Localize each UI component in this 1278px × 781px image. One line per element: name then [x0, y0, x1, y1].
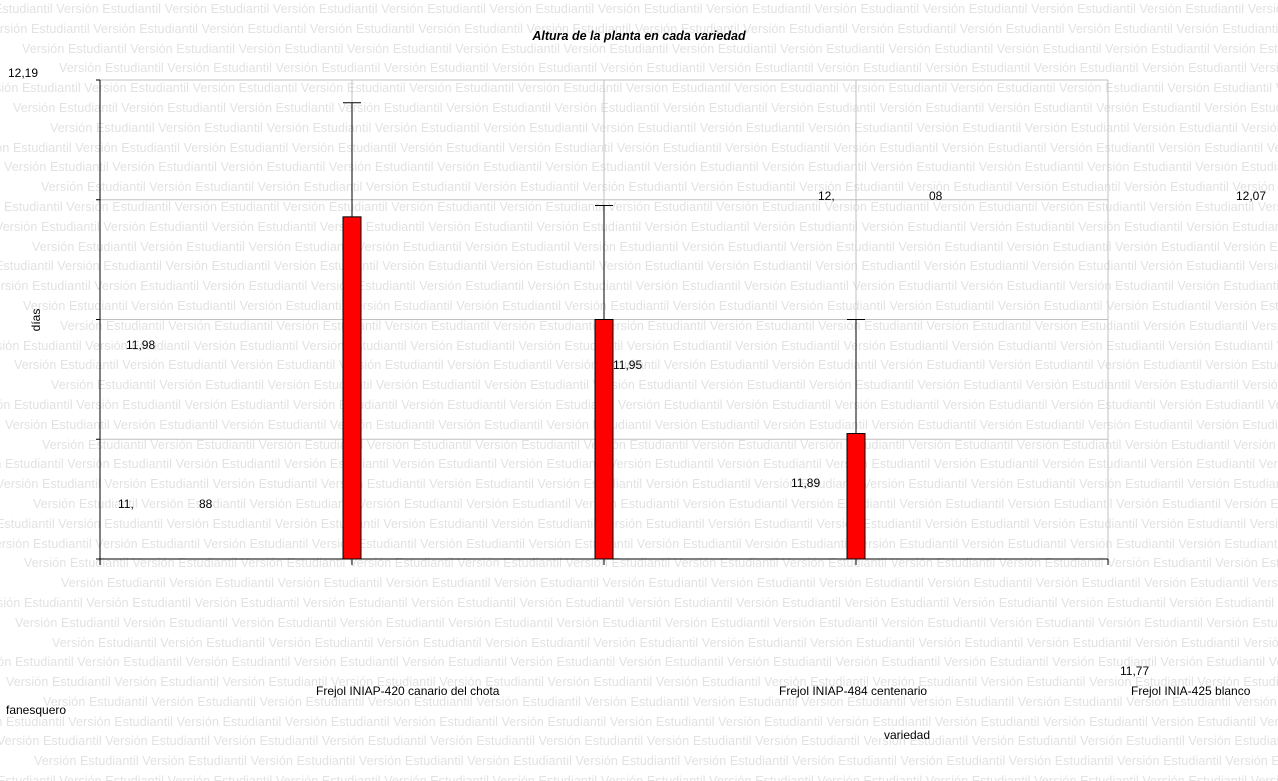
x-tick-label: Frejol INIA-425 blanco — [1131, 684, 1251, 698]
x-tick-label: fanesquero — [6, 703, 66, 717]
x-tick-label: Frejol INIAP-420 canario del chota — [316, 684, 500, 698]
data-label: 11,98 — [126, 338, 155, 352]
data-label: 08 — [929, 189, 943, 203]
data-label: 11,95 — [613, 358, 642, 372]
bar — [594, 319, 614, 560]
x-axis-title: variedad — [884, 728, 930, 742]
data-label: 88 — [199, 497, 213, 511]
x-tick-label: Frejol INIAP-484 centenario — [779, 684, 927, 698]
bar — [846, 433, 866, 560]
data-label: 11, — [118, 497, 134, 511]
y-min-label: 11,77 — [1120, 664, 1149, 678]
y-max-label: 12,19 — [8, 66, 38, 80]
bar — [342, 216, 362, 560]
chart-title: Altura de la planta en cada variedad — [532, 29, 746, 43]
y-axis-title: días — [29, 309, 43, 332]
data-label: 12, — [818, 189, 835, 203]
data-label: 11,89 — [791, 476, 820, 490]
data-label: 12,07 — [1236, 189, 1266, 203]
